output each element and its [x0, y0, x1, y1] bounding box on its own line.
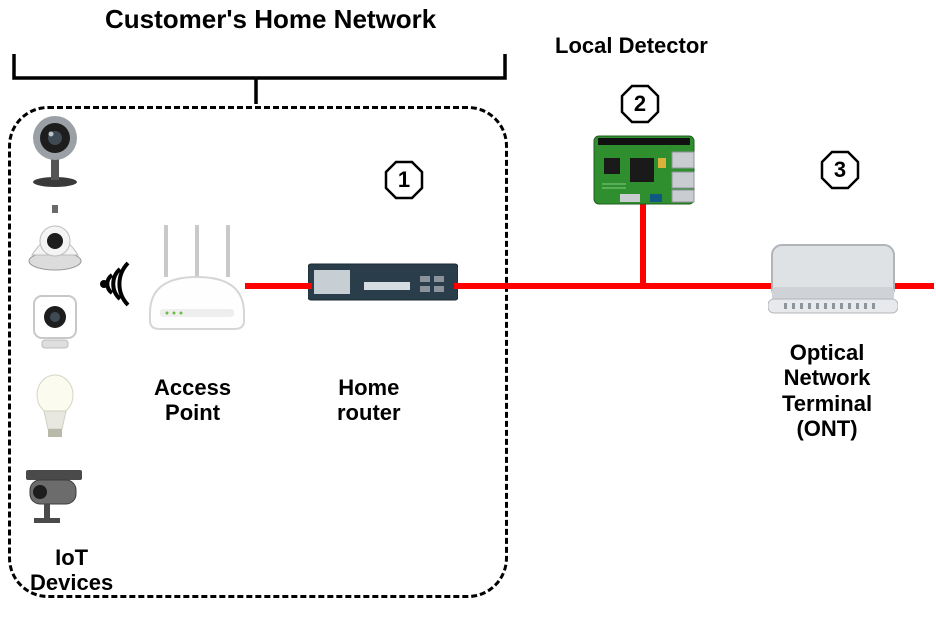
ont-icon: [768, 237, 898, 319]
iot-camera-3-icon: [20, 282, 90, 360]
label-ont: Optical Network Terminal (ONT): [782, 340, 872, 441]
link-router-ont: [454, 283, 772, 289]
link-ont-external: [894, 283, 934, 289]
iot-camera-1-icon: [20, 112, 90, 190]
marker-2: 2: [620, 84, 660, 124]
link-ap-router: [245, 283, 312, 289]
marker-3-label: 3: [820, 157, 860, 183]
iot-bulb-icon: [20, 367, 90, 445]
local-detector-icon: [592, 134, 696, 210]
marker-2-label: 2: [620, 91, 660, 117]
iot-camera-2-icon: [20, 197, 90, 275]
label-access-point: Access Point: [154, 375, 231, 426]
marker-1-label: 1: [384, 167, 424, 193]
access-point-icon: [142, 217, 252, 337]
label-home-router: Home router: [337, 375, 401, 426]
label-local-detector: Local Detector: [555, 33, 708, 58]
wifi-icon: [92, 257, 140, 311]
label-iot-devices: IoT Devices: [30, 545, 113, 596]
marker-3: 3: [820, 150, 860, 190]
home-router-icon: [308, 260, 458, 306]
marker-1: 1: [384, 160, 424, 200]
title-customer-network: Customer's Home Network: [105, 5, 436, 35]
iot-camera-4-icon: [20, 452, 90, 530]
link-tap-detector: [640, 204, 646, 287]
